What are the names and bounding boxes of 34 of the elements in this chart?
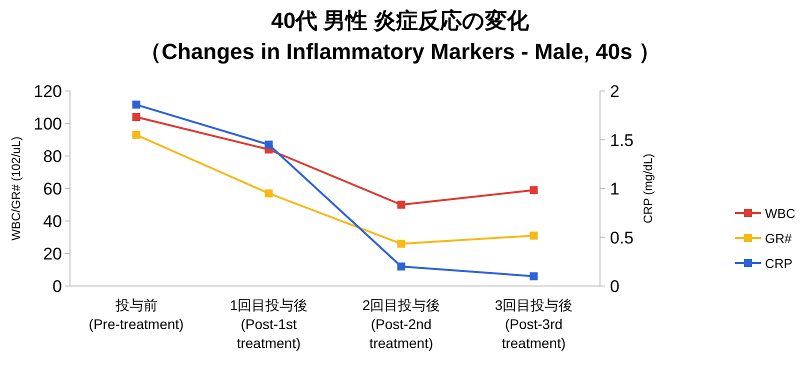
legend-label: WBC <box>765 206 796 221</box>
point <box>132 113 140 121</box>
legend-label: CRP <box>765 256 792 271</box>
y-tick-label: 20 <box>43 244 62 264</box>
y2-tick-label: 0 <box>610 277 620 296</box>
y2-tick-label: 2 <box>610 82 620 101</box>
y-tick-label: 120 <box>34 82 62 101</box>
point <box>264 189 273 198</box>
y-tick-label: 60 <box>43 180 62 198</box>
y2-tick-label: 1.5 <box>610 130 634 150</box>
x-tick-label: 3回目投与後 (Post-3rd treatment) <box>494 297 573 351</box>
point <box>530 232 538 240</box>
y2-tick-label: 1 <box>610 180 620 198</box>
point <box>132 100 140 109</box>
y-tick-label: 40 <box>43 212 62 231</box>
point <box>397 200 406 209</box>
point <box>397 240 406 248</box>
x-tick-label: 投与前 (Pre-treatment) <box>88 297 184 332</box>
y2-axis-title: CRP (mg/dL) <box>641 154 655 224</box>
x-tick-label: 1回目投与後 (Post-1st treatment) <box>230 297 308 351</box>
x-tick-label: 2回目投与後 (Post-2nd treatment) <box>362 297 440 351</box>
point <box>530 272 538 280</box>
point <box>397 262 406 270</box>
y-tick-label: 100 <box>34 114 62 134</box>
chart-title: 40代 男性 炎症反応の変化 <box>271 8 530 33</box>
point <box>132 130 140 139</box>
legend-label: GR# <box>765 231 792 246</box>
chart-subtitle: （Changes in Inflammatory Markers - Male, 40s ） <box>140 39 660 64</box>
y-axis-title: WBC/GR# (102/uL) <box>9 136 23 241</box>
y2-tick-label: 0.5 <box>610 228 634 248</box>
y-tick-label: 80 <box>43 147 62 166</box>
point <box>530 186 538 194</box>
point <box>264 140 273 149</box>
y-tick-label: 0 <box>52 277 62 296</box>
